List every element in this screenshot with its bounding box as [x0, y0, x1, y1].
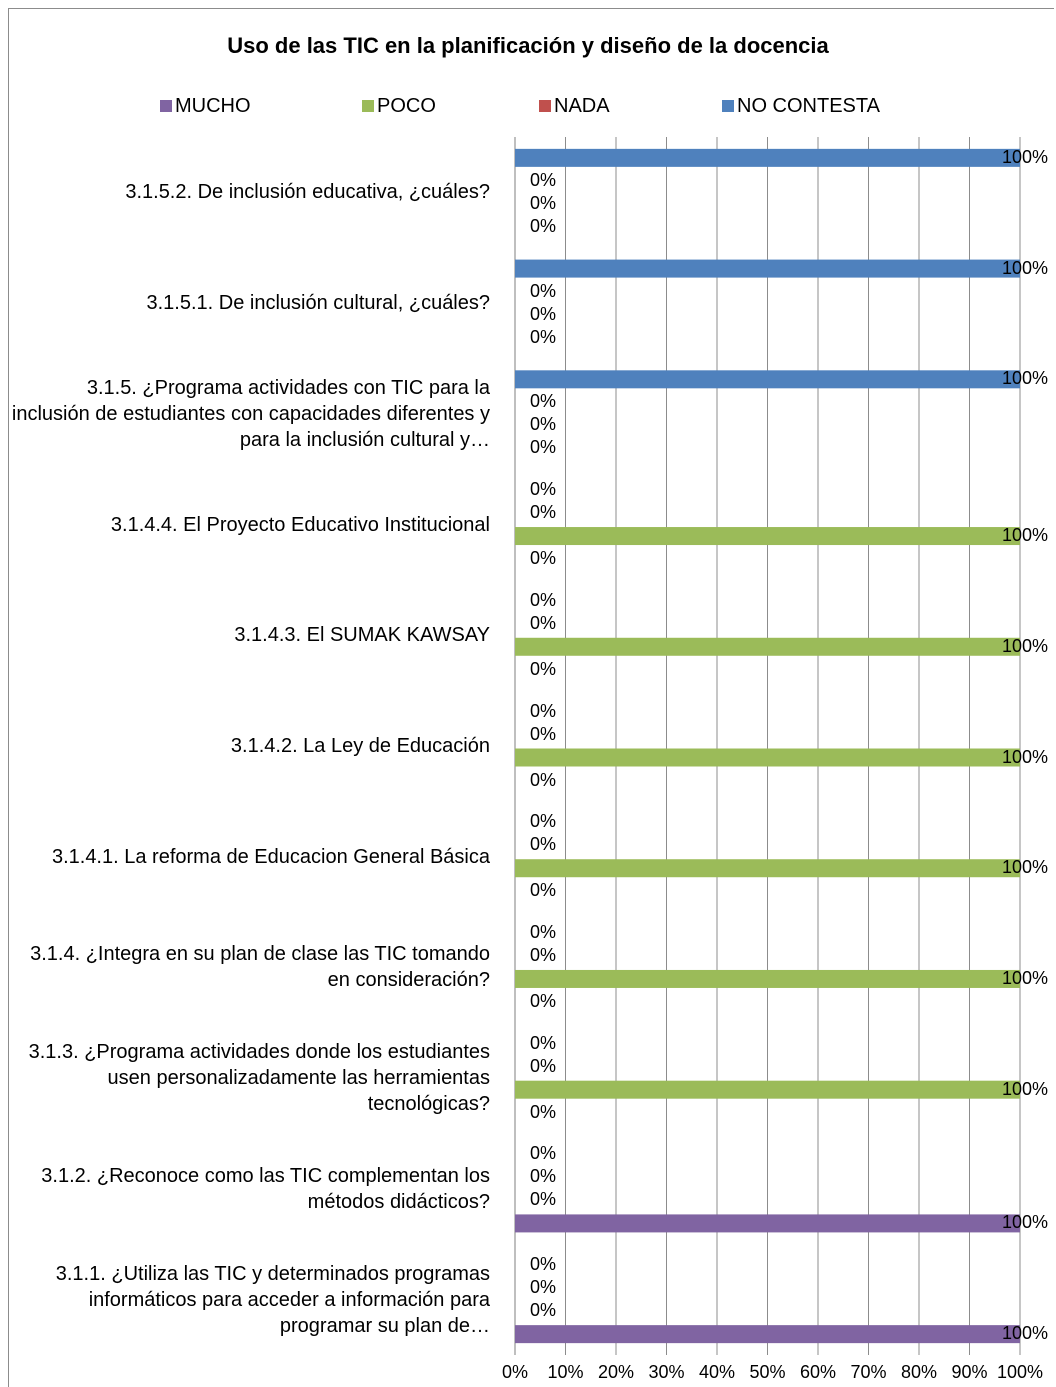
data-label: 0%	[530, 192, 557, 213]
bar-no-contesta	[515, 259, 1020, 278]
category-label: 3.1.4.1. La reforma de Educacion General…	[51, 845, 490, 868]
category-label: 3.1.3. ¿Programa actividades donde los e…	[28, 1041, 490, 1116]
data-label: 0%	[530, 326, 557, 347]
data-label: 0%	[530, 589, 557, 610]
data-label: 100%	[1002, 257, 1049, 278]
data-label: 0%	[530, 944, 557, 965]
data-label: 0%	[530, 391, 557, 412]
data-label: 0%	[530, 723, 557, 744]
data-label: 0%	[530, 811, 557, 832]
data-label: 0%	[530, 169, 557, 190]
data-label: 100%	[1002, 146, 1049, 167]
data-label: 0%	[530, 658, 557, 679]
x-tick-label: 90%	[951, 1362, 988, 1382]
data-label: 100%	[1002, 1323, 1049, 1344]
legend-swatch	[539, 100, 551, 112]
data-label: 100%	[1002, 525, 1049, 546]
bar-poco	[515, 527, 1020, 546]
legend-swatch	[722, 100, 734, 112]
x-tick-label: 20%	[597, 1362, 635, 1382]
data-label: 0%	[530, 548, 557, 569]
data-label: 0%	[530, 502, 557, 523]
category-label: 3.1.4.4. El Proyecto Educativo Instituci…	[110, 513, 490, 536]
data-label: 0%	[530, 880, 557, 901]
data-label: 0%	[530, 1055, 557, 1076]
chart-title: Uso de las TIC en la planificación y dis…	[227, 33, 829, 58]
category-label: 3.1.4.3. El SUMAK KAWSAY	[234, 624, 490, 647]
x-tick-label: 10%	[547, 1362, 584, 1382]
bar-mucho	[515, 1325, 1020, 1344]
data-label: 0%	[530, 1143, 557, 1164]
category-label: 3.1.4.2. La Ley de Educación	[230, 735, 490, 757]
category-label: 3.1.4. ¿Integra en su plan de clase las …	[30, 943, 490, 992]
legend-label: NO CONTESTA	[737, 95, 880, 117]
data-label: 0%	[530, 479, 557, 500]
data-label: 0%	[530, 1189, 557, 1210]
bar-poco	[515, 969, 1020, 988]
data-label: 0%	[530, 769, 557, 790]
category-label: 3.1.5.1. De inclusión cultural, ¿cuáles?	[146, 292, 490, 315]
data-label: 0%	[530, 1166, 557, 1187]
category-label: 3.1.1. ¿Utiliza las TIC y determinados p…	[55, 1262, 490, 1337]
bar-poco	[515, 859, 1020, 878]
legend-swatch	[160, 100, 172, 112]
data-label: 0%	[530, 437, 557, 458]
category-label: 3.1.2. ¿Reconoce como las TIC complement…	[41, 1164, 490, 1213]
x-tick-label: 0%	[501, 1362, 529, 1382]
x-tick-label: 80%	[900, 1362, 938, 1382]
x-tick-label: 60%	[799, 1362, 837, 1382]
data-label: 0%	[530, 834, 557, 855]
data-label: 0%	[530, 414, 557, 435]
legend-label: NADA	[554, 95, 610, 117]
bar-no-contesta	[515, 148, 1020, 167]
category-label: 3.1.5.2. De inclusión educativa, ¿cuáles…	[125, 181, 490, 204]
data-label: 100%	[1002, 746, 1049, 767]
chart-frame	[8, 8, 1054, 1387]
data-label: 0%	[530, 1101, 557, 1122]
data-label: 0%	[530, 700, 557, 721]
x-tick-label: 70%	[850, 1362, 887, 1382]
bar-mucho	[515, 1214, 1020, 1233]
data-label: 0%	[530, 990, 557, 1011]
bar-no-contesta	[515, 370, 1020, 389]
x-tick-label: 30%	[648, 1362, 685, 1382]
data-label: 100%	[1002, 967, 1049, 988]
category-label: 3.1.5. ¿Programa actividades con TIC par…	[11, 376, 490, 451]
legend-label: MUCHO	[175, 95, 251, 117]
data-label: 0%	[530, 280, 557, 301]
data-label: 0%	[530, 303, 557, 324]
bar-poco	[515, 748, 1020, 767]
data-label: 0%	[530, 1032, 557, 1053]
legend-swatch	[362, 100, 374, 112]
data-label: 0%	[530, 1300, 557, 1321]
data-label: 0%	[530, 921, 557, 942]
data-label: 100%	[1002, 1078, 1049, 1099]
data-label: 0%	[530, 1277, 557, 1298]
data-label: 0%	[530, 1254, 557, 1275]
x-tick-label: 50%	[749, 1362, 786, 1382]
data-label: 100%	[1002, 1212, 1049, 1233]
data-label: 0%	[530, 215, 557, 236]
data-label: 100%	[1002, 368, 1049, 389]
bar-poco	[515, 1080, 1020, 1099]
data-label: 100%	[1002, 635, 1049, 656]
data-label: 100%	[1002, 857, 1049, 878]
bar-poco	[515, 637, 1020, 656]
data-label: 0%	[530, 612, 557, 633]
legend-label: POCO	[377, 95, 436, 117]
x-tick-label: 40%	[698, 1362, 736, 1382]
x-tick-label: 100%	[996, 1362, 1044, 1382]
